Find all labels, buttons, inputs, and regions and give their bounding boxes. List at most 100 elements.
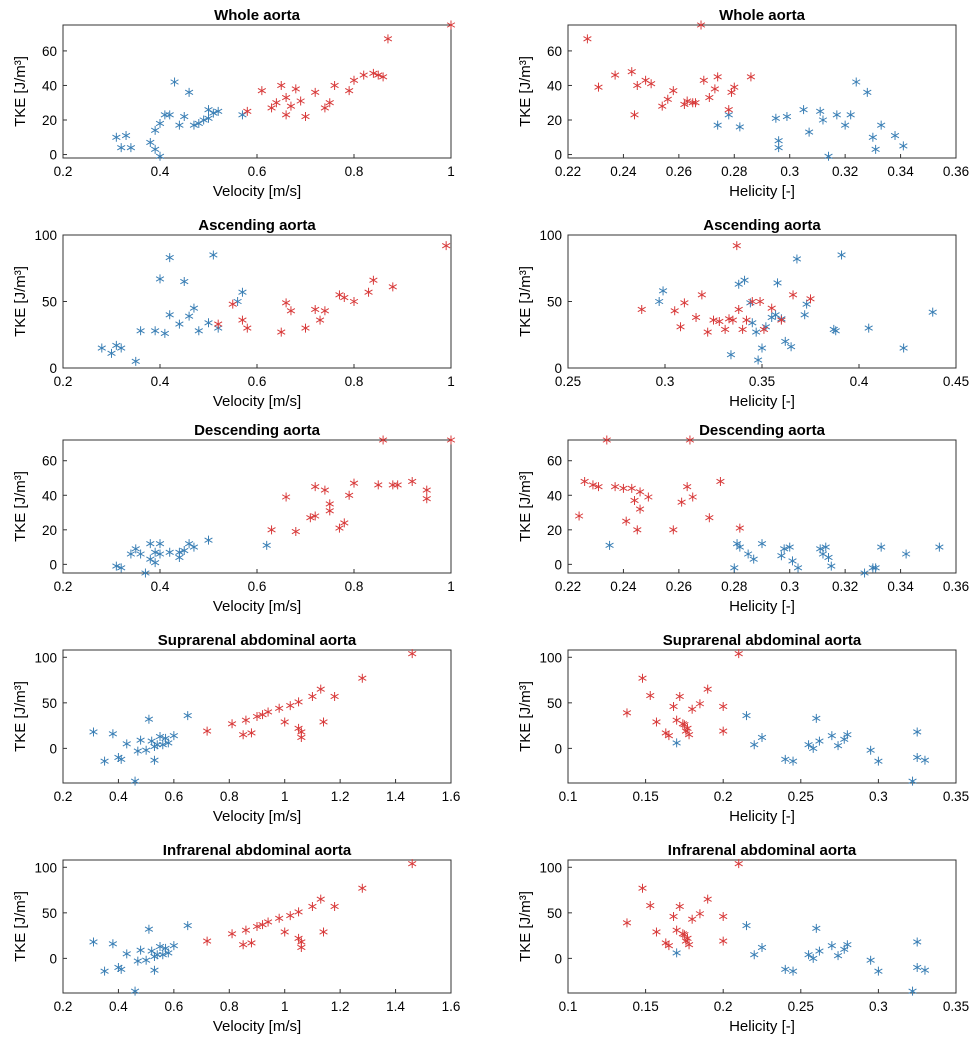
data-point-high — [746, 72, 756, 82]
data-point-high — [320, 485, 330, 495]
x-tick-label: 0.34 — [887, 579, 914, 594]
x-tick-label: 0.35 — [749, 374, 775, 389]
data-point-high — [296, 96, 305, 106]
data-point-high — [330, 80, 339, 90]
data-point-low — [843, 940, 852, 950]
data-point-low — [108, 729, 118, 739]
data-point-low — [189, 542, 199, 552]
x-axis-label: Velocity [m/s] — [213, 808, 301, 825]
data-point-high — [238, 940, 248, 950]
chart-6: Descending aorta 0.22 0.24 0.26 0.28 0.3 0.32 0… — [517, 422, 969, 615]
x-tick-label: 0.28 — [721, 579, 747, 594]
data-point-low — [655, 297, 664, 306]
x-tick-label: 0.15 — [632, 999, 658, 1014]
x-axis-label: Helicity [-] — [729, 808, 795, 825]
data-point-high — [627, 483, 636, 493]
x-tick-label: 1 — [447, 374, 455, 389]
x-tick-label: 0.2 — [54, 579, 73, 594]
data-point-high — [638, 673, 647, 683]
data-point-high — [777, 315, 786, 325]
data-point-low — [780, 544, 789, 554]
data-point-high — [383, 34, 393, 44]
data-point-low — [726, 350, 736, 360]
data-point-high — [716, 476, 725, 486]
data-point-low — [913, 962, 922, 972]
x-tick-label: 1 — [281, 789, 289, 804]
data-point-low — [144, 714, 154, 724]
x-axis-label: Helicity [-] — [729, 393, 795, 410]
data-point-low — [749, 554, 758, 564]
data-point-high — [695, 909, 705, 919]
data-point-high — [755, 297, 765, 306]
data-point-low — [180, 112, 189, 122]
y-tick-label: 0 — [554, 361, 562, 376]
y-tick-label: 0 — [49, 148, 57, 163]
data-point-high — [574, 511, 584, 521]
data-point-high — [663, 94, 672, 104]
data-point-high — [672, 925, 681, 935]
y-tick-label: 100 — [539, 860, 562, 875]
data-point-low — [158, 950, 167, 960]
data-point-low — [743, 549, 753, 559]
data-point-low — [169, 941, 179, 951]
data-point-high — [759, 324, 769, 334]
data-point-high — [719, 936, 728, 946]
data-point-low — [122, 739, 131, 749]
data-point-high — [297, 732, 306, 742]
y-tick-label: 0 — [554, 741, 562, 756]
data-point-high — [277, 327, 286, 337]
data-point-low — [840, 120, 850, 130]
data-point-low — [150, 965, 159, 975]
x-tick-label: 1 — [447, 579, 455, 594]
data-point-high — [705, 93, 714, 103]
data-point-high — [238, 315, 247, 325]
data-point-high — [685, 435, 695, 445]
data-point-low — [108, 939, 118, 949]
x-tick-label: 0.25 — [555, 374, 581, 389]
data-point-low — [204, 535, 213, 545]
data-point-low — [238, 110, 247, 120]
data-point-high — [286, 701, 295, 711]
data-point-low — [141, 745, 151, 755]
data-point-low — [788, 756, 798, 766]
y-tick-label: 0 — [49, 741, 57, 756]
data-point-low — [112, 340, 121, 350]
data-point-high — [335, 290, 344, 300]
data-point-high — [719, 911, 728, 921]
y-axis-label: TKE [J/m³] — [12, 266, 29, 337]
data-point-low — [146, 554, 155, 564]
data-point-low — [864, 323, 873, 333]
data-point-high — [344, 490, 354, 500]
data-point-low — [773, 278, 782, 288]
x-tick-label: 0.2 — [54, 789, 73, 804]
data-point-low — [117, 143, 126, 153]
y-axis-label: TKE [J/m³] — [12, 471, 29, 542]
y-tick-label: 100 — [539, 228, 562, 243]
data-point-high — [675, 901, 684, 911]
y-axis-label: TKE [J/m³] — [12, 681, 29, 752]
data-point-low — [774, 143, 783, 153]
x-axis-label: Velocity [m/s] — [213, 1018, 301, 1035]
data-point-low — [821, 542, 830, 552]
data-point-low — [928, 307, 937, 317]
y-tick-label: 0 — [554, 557, 562, 572]
data-point-low — [160, 328, 170, 338]
plot-area — [567, 649, 957, 784]
data-point-low — [877, 120, 886, 130]
data-point-high — [308, 691, 317, 701]
data-point-low — [150, 547, 160, 557]
x-axis-label: Velocity [m/s] — [213, 183, 301, 200]
data-point-high — [691, 98, 700, 108]
data-point-high — [252, 922, 262, 931]
data-point-low — [899, 141, 908, 151]
data-point-low — [757, 539, 767, 549]
data-point-high — [635, 487, 645, 497]
data-point-low — [150, 755, 159, 765]
chart-title: Descending aorta — [194, 422, 321, 439]
data-point-high — [735, 523, 744, 533]
data-point-low — [204, 318, 213, 328]
data-point-low — [189, 120, 199, 130]
data-point-high — [695, 699, 705, 709]
data-point-high — [294, 697, 303, 707]
data-point-high — [669, 701, 678, 711]
